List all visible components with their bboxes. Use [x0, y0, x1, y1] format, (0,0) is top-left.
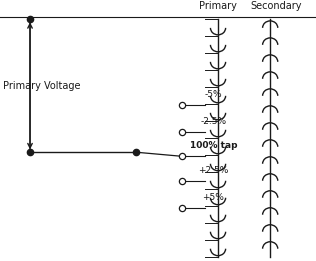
- Text: Secondary: Secondary: [251, 1, 302, 10]
- Text: +2.5%: +2.5%: [198, 166, 228, 175]
- Text: Primary: Primary: [199, 1, 237, 10]
- Text: 100% tap: 100% tap: [190, 141, 237, 150]
- Text: Primary Voltage: Primary Voltage: [3, 81, 81, 91]
- Text: +5%: +5%: [202, 193, 224, 201]
- Text: -5%: -5%: [204, 90, 222, 99]
- Text: -2.5%: -2.5%: [200, 117, 226, 126]
